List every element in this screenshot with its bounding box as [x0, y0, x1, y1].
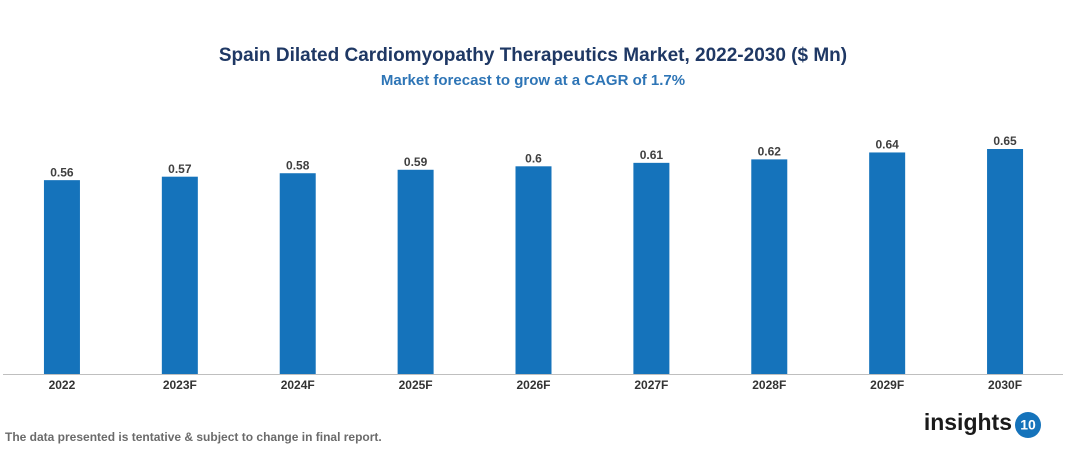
x-tick-label: 2028F [752, 378, 786, 392]
x-tick-label: 2027F [634, 378, 668, 392]
data-label: 0.57 [168, 162, 192, 176]
bar [751, 159, 788, 374]
logo-badge [1015, 412, 1041, 438]
data-label: 0.62 [758, 145, 782, 159]
data-label: 0.6 [525, 151, 542, 165]
footer-note: The data presented is tentative & subjec… [5, 430, 382, 444]
x-tick-label: 2023F [163, 378, 197, 392]
x-tick-label: 2024F [281, 378, 315, 392]
bar [43, 180, 80, 374]
data-label: 0.64 [875, 138, 899, 152]
bar [397, 169, 434, 374]
x-tick-label: 2029F [870, 378, 904, 392]
bar [279, 173, 316, 374]
x-tick-label: 2030F [988, 378, 1022, 392]
x-tick-label: 2026F [516, 378, 550, 392]
data-label: 0.65 [993, 134, 1017, 148]
logo-text: insights [924, 409, 1012, 435]
data-label: 0.59 [404, 155, 428, 169]
data-label: 0.61 [640, 148, 664, 162]
bar [161, 176, 198, 374]
logo-badge-text: 10 [1020, 417, 1036, 433]
bar [987, 149, 1024, 374]
bar [515, 166, 552, 374]
data-label: 0.56 [50, 165, 74, 179]
bar [869, 152, 906, 374]
chart-title: Spain Dilated Cardiomyopathy Therapeutic… [219, 45, 847, 66]
x-tick-label: 2025F [399, 378, 433, 392]
x-tick-label: 2022 [49, 378, 76, 392]
bar [633, 162, 670, 374]
data-label: 0.58 [286, 158, 310, 172]
chart-subtitle: Market forecast to grow at a CAGR of 1.7… [381, 72, 685, 89]
